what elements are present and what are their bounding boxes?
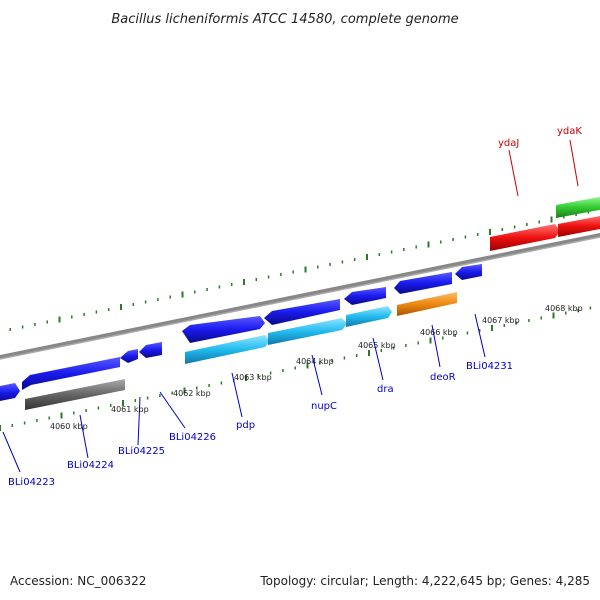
gene-label-bli04231[interactable]: BLi04231 [466,361,513,372]
genome-backbone [0,232,600,360]
gene-arrow-bli04224-lower [25,379,125,410]
gene-label-bli04225[interactable]: BLi04225 [118,446,165,457]
gene-arrow-pdp-upper [182,316,265,343]
kbp-label: 4065 kbp [358,341,396,350]
gene-label-ydaK[interactable]: ydaK [557,126,582,137]
kbp-label: 4064 kbp [296,357,334,366]
gene-labels: BLi04223 BLi04224 BLi04225 BLi04226 pdp … [8,126,582,488]
gene-label-bli04226[interactable]: BLi04226 [169,432,216,443]
gene-arrow-pdp[interactable] [185,335,270,364]
gene-label-pdp[interactable]: pdp [236,420,255,431]
accession-text: Accession: NC_006322 [10,574,146,588]
lower-tick-row [0,306,592,431]
kbp-label: 4061 kbp [111,405,149,414]
gene-arrow-dra[interactable] [346,306,392,327]
gene-arrow-bli04231[interactable] [455,264,482,280]
kbp-label: 4062 kbp [173,389,211,398]
gene-arrow-dra-upper [344,287,386,305]
gene-arrow-nupC-upper [264,299,340,325]
topology-text: Topology: circular; Length: 4,222,645 bp… [259,574,590,588]
label-leader-lines-red [508,139,579,197]
gene-arrow-bli04225[interactable] [120,349,138,363]
gene-label-bli04223[interactable]: BLi04223 [8,477,55,488]
kbp-label: 4066 kbp [420,328,458,337]
upper-tick-row [9,210,590,331]
gene-arrow-deoR[interactable] [397,292,457,316]
gene-arrow-bli04223[interactable] [0,383,20,402]
gene-arrow-bli04226[interactable] [139,342,162,358]
gene-label-bli04224[interactable]: BLi04224 [67,460,114,471]
kbp-axis-labels: 4060 kbp 4061 kbp 4062 kbp 4063 kbp 4064… [50,304,583,431]
map-title: Bacillus licheniformis ATCC 14580, compl… [111,12,458,27]
gene-arrow-ydaJ[interactable] [490,224,560,251]
label-leader-lines [2,313,486,473]
kbp-label: 4063 kbp [234,373,272,382]
genome-backbone-shade [0,236,600,360]
gene-features [0,196,600,410]
gene-arrow-ydaK-red [558,215,600,237]
gene-arrow-ydaK[interactable] [556,196,600,218]
kbp-label: 4060 kbp [50,422,88,431]
gene-label-nupC[interactable]: nupC [311,401,337,412]
kbp-label: 4068 kbp [545,304,583,313]
gene-label-ydaJ[interactable]: ydaJ [498,138,519,149]
gene-label-dra[interactable]: dra [377,384,394,395]
gene-arrow-nupC[interactable] [268,318,347,345]
gene-label-deoR[interactable]: deoR [430,372,456,383]
gene-arrow-deoR-upper [394,272,452,294]
gene-arrow-bli04224[interactable] [22,357,120,390]
kbp-label: 4067 kbp [482,316,520,325]
